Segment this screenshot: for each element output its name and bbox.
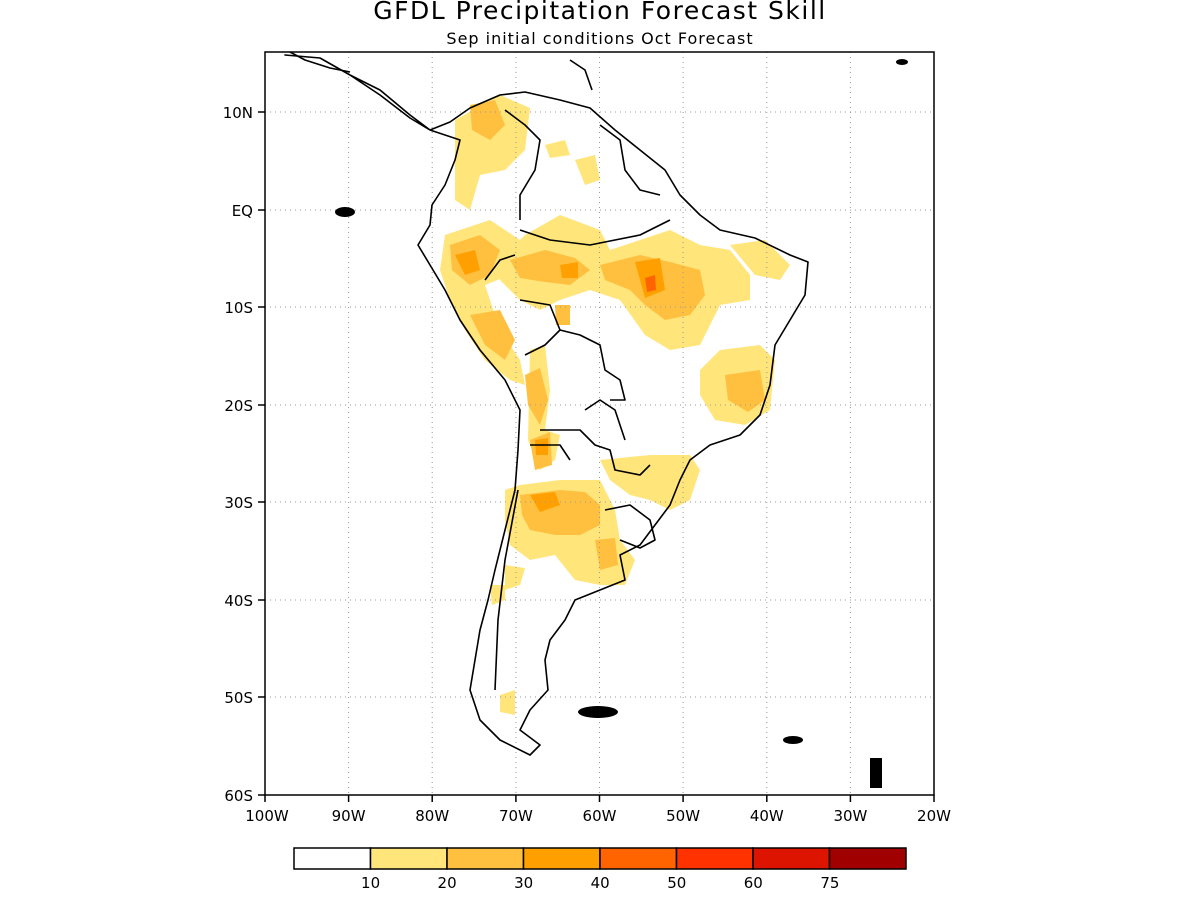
lon-label: 30W — [833, 807, 867, 825]
lat-label: 10N — [223, 104, 253, 122]
colorbar-label: 50 — [667, 874, 686, 892]
lat-label: 20S — [224, 397, 253, 415]
lat-label: 60S — [224, 787, 253, 805]
lon-label: 20W — [917, 807, 951, 825]
colorbar-label: 10 — [361, 874, 380, 892]
colorbar-label: 30 — [514, 874, 533, 892]
skill-shading — [440, 95, 790, 715]
colorbar-swatch — [599, 847, 678, 870]
lat-label: 50S — [224, 689, 253, 707]
lon-label: 90W — [332, 807, 366, 825]
map-title: GFDL Precipitation Forecast Skill — [373, 0, 827, 25]
colorbar-swatch — [293, 847, 372, 870]
lat-label: 10S — [224, 299, 253, 317]
colorbar-label: 60 — [744, 874, 763, 892]
map-subtitle: Sep initial conditions Oct Forecast — [446, 29, 754, 48]
colorbar-swatch — [369, 847, 448, 870]
lon-label: 100W — [245, 807, 289, 825]
lon-label: 60W — [583, 807, 617, 825]
colorbar-swatch — [446, 847, 525, 870]
colorbar-labels: 10 20 30 40 50 60 75 — [361, 874, 839, 892]
colorbar: 10 20 30 40 50 60 75 — [293, 847, 907, 892]
lat-label: 30S — [224, 494, 253, 512]
colorbar-swatch — [675, 847, 754, 870]
lat-axis: 10N EQ 10S 20S 30S 40S 50S 60S — [223, 104, 253, 805]
islands — [335, 59, 908, 788]
lon-label: 70W — [499, 807, 533, 825]
colorbar-swatch — [828, 847, 907, 870]
tick-marks — [258, 111, 935, 802]
lon-axis: 100W 90W 80W 70W 60W 50W 40W 30W 20W — [245, 807, 951, 825]
colorbar-swatch — [522, 847, 601, 870]
colorbar-label: 75 — [820, 874, 839, 892]
colorbar-swatch — [752, 847, 831, 870]
colorbar-label: 20 — [438, 874, 457, 892]
lat-label: EQ — [232, 202, 253, 220]
lon-label: 50W — [666, 807, 700, 825]
lon-label: 40W — [750, 807, 784, 825]
lon-label: 80W — [415, 807, 449, 825]
lat-label: 40S — [224, 592, 253, 610]
colorbar-label: 40 — [591, 874, 610, 892]
coastlines — [284, 51, 809, 756]
map-background — [265, 52, 934, 795]
